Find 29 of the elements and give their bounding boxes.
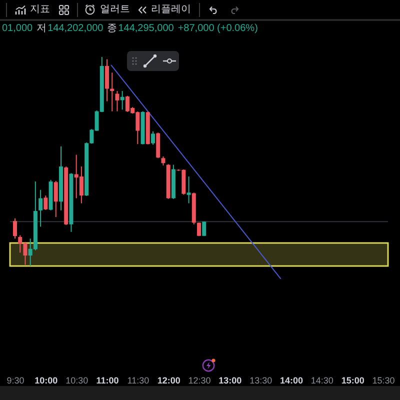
x-tick-label: 14:30 [310, 376, 334, 386]
x-tick-label: 15:30 [372, 376, 395, 386]
candlestick [105, 58, 109, 102]
x-tick-label: 10:30 [66, 376, 88, 386]
x-tick-label: 14:00 [280, 376, 304, 386]
x-tick-label: 10:00 [34, 376, 58, 386]
candlestick [38, 189, 43, 228]
x-tick-label: 11:00 [96, 376, 119, 386]
x-tick-label: 13:00 [218, 376, 242, 386]
text: +87,000 (+0.06%) [178, 23, 258, 35]
x-tick-label: 12:30 [188, 376, 211, 386]
text: 144,295,000 [118, 23, 174, 35]
x-tick-label: 12:00 [157, 376, 180, 386]
candlestick [115, 90, 120, 112]
candlestick [186, 176, 191, 204]
candlestick [54, 180, 58, 218]
x-tick-label: 15:00 [341, 376, 364, 386]
x-tick-label: 9:30 [6, 376, 24, 386]
candlestick [13, 218, 17, 240]
text: 01,000 [2, 23, 33, 35]
candlestick [110, 72, 114, 112]
toolbar: 지표 얼러트 리플레이 [0, 0, 400, 21]
text: 144,202,000 [48, 23, 104, 35]
candlestick [151, 130, 155, 146]
x-tick-label: 13:30 [250, 376, 272, 386]
text: 종 [107, 23, 118, 35]
text: 저 [36, 23, 47, 35]
x-tick-label: 11:30 [127, 376, 150, 386]
candlestick [44, 195, 48, 210]
